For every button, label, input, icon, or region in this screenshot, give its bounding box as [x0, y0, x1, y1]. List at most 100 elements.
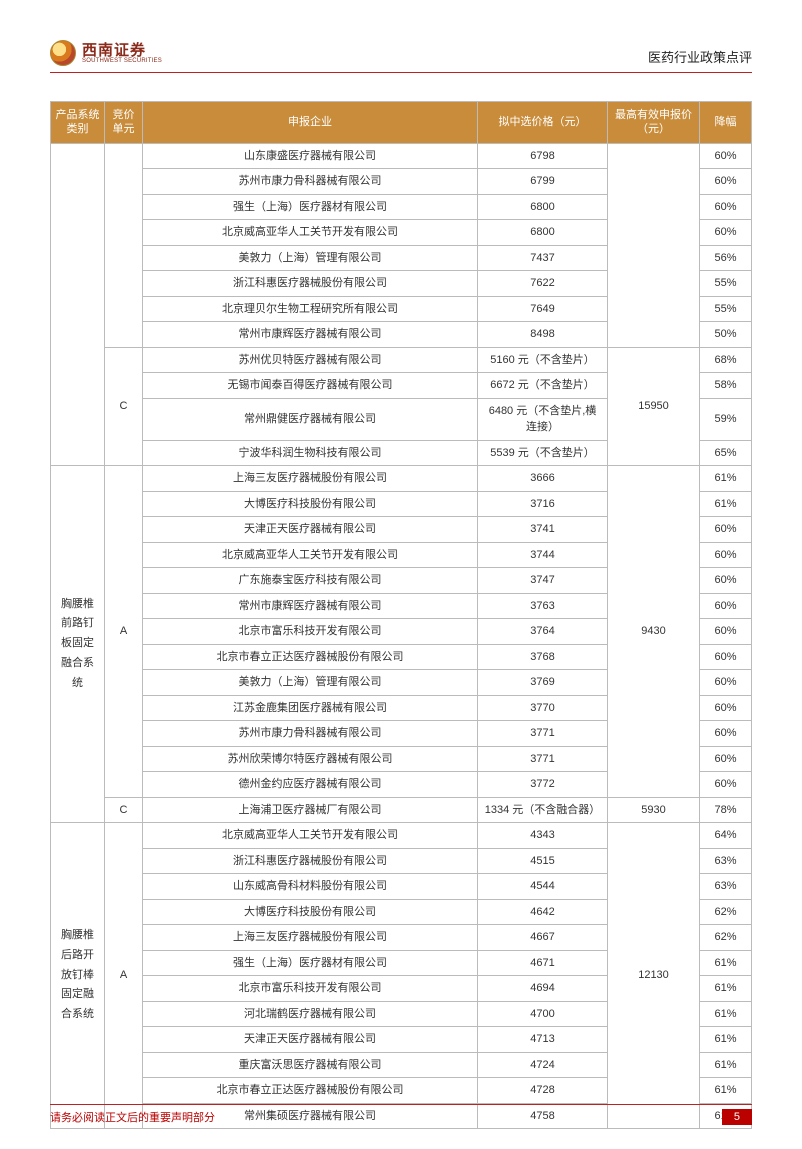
cell-price: 3716 — [478, 491, 608, 517]
cell-company: 美敦力（上海）管理有限公司 — [143, 670, 478, 696]
cell-drop: 61% — [700, 1001, 752, 1027]
cell-price: 4700 — [478, 1001, 608, 1027]
cell-drop: 60% — [700, 593, 752, 619]
cell-drop: 61% — [700, 1078, 752, 1104]
cell-company: 北京理贝尔生物工程研究所有限公司 — [143, 296, 478, 322]
cell-company: 浙江科惠医疗器械股份有限公司 — [143, 848, 478, 874]
cell-company: 江苏金鹿集团医疗器械有限公司 — [143, 695, 478, 721]
cell-company: 苏州优贝特医疗器械有限公司 — [143, 347, 478, 373]
logo-icon — [50, 40, 76, 66]
cell-company: 重庆富沃思医疗器械有限公司 — [143, 1052, 478, 1078]
cell-company: 天津正天医疗器械有限公司 — [143, 517, 478, 543]
cell-price: 1334 元（不含融合器） — [478, 797, 608, 823]
cell-price: 3741 — [478, 517, 608, 543]
cell-price: 4713 — [478, 1027, 608, 1053]
cell-price: 4724 — [478, 1052, 608, 1078]
table-row: C苏州优贝特医疗器械有限公司5160 元（不含垫片）1595068% — [51, 347, 752, 373]
footer-disclaimer: 请务必阅读正文后的重要声明部分 — [50, 1109, 215, 1125]
cell-drop: 64% — [700, 823, 752, 849]
th-price: 拟中选价格（元） — [478, 102, 608, 144]
cell-drop: 56% — [700, 245, 752, 271]
cell-drop: 61% — [700, 1052, 752, 1078]
cell-drop: 60% — [700, 517, 752, 543]
cell-company: 北京威高亚华人工关节开发有限公司 — [143, 220, 478, 246]
cell-company: 强生（上海）医疗器材有限公司 — [143, 950, 478, 976]
cell-company: 河北瑞鹤医疗器械有限公司 — [143, 1001, 478, 1027]
cell-unit — [105, 143, 143, 347]
cell-price: 3771 — [478, 721, 608, 747]
cell-price: 8498 — [478, 322, 608, 348]
cell-company: 大博医疗科技股份有限公司 — [143, 491, 478, 517]
cell-drop: 50% — [700, 322, 752, 348]
th-max-price: 最高有效申报价（元） — [608, 102, 700, 144]
cell-drop: 60% — [700, 542, 752, 568]
cell-company: 苏州市康力骨科器械有限公司 — [143, 721, 478, 747]
cell-category: 胸腰椎前路钉板固定融合系统 — [51, 466, 105, 823]
page-number-badge: 5 — [722, 1109, 752, 1125]
cell-drop: 61% — [700, 976, 752, 1002]
cell-price: 6480 元（不含垫片,横连接） — [478, 398, 608, 440]
cell-drop: 61% — [700, 950, 752, 976]
cell-drop: 60% — [700, 695, 752, 721]
cell-price: 3747 — [478, 568, 608, 594]
th-unit: 竞价单元 — [105, 102, 143, 144]
cell-price: 4343 — [478, 823, 608, 849]
cell-price: 3770 — [478, 695, 608, 721]
cell-price: 6799 — [478, 169, 608, 195]
cell-company: 苏州欣荣博尔特医疗器械有限公司 — [143, 746, 478, 772]
cell-unit: C — [105, 347, 143, 466]
cell-company: 山东康盛医疗器械有限公司 — [143, 143, 478, 169]
cell-price: 6800 — [478, 194, 608, 220]
cell-company: 上海三友医疗器械股份有限公司 — [143, 925, 478, 951]
cell-company: 北京威高亚华人工关节开发有限公司 — [143, 823, 478, 849]
cell-company: 天津正天医疗器械有限公司 — [143, 1027, 478, 1053]
page-header: 西南证券 SOUTHWEST SECURITIES 医药行业政策点评 — [50, 40, 752, 73]
table-header-row: 产品系统类别 竞价单元 申报企业 拟中选价格（元） 最高有效申报价（元） 降幅 — [51, 102, 752, 144]
cell-drop: 60% — [700, 220, 752, 246]
cell-price: 6800 — [478, 220, 608, 246]
cell-company: 北京市富乐科技开发有限公司 — [143, 619, 478, 645]
cell-company: 无锡市闻泰百得医疗器械有限公司 — [143, 373, 478, 399]
cell-company: 强生（上海）医疗器材有限公司 — [143, 194, 478, 220]
cell-drop: 58% — [700, 373, 752, 399]
cell-price: 6672 元（不含垫片） — [478, 373, 608, 399]
cell-drop: 60% — [700, 619, 752, 645]
cell-category — [51, 143, 105, 466]
brand-name-cn: 西南证券 — [82, 43, 162, 58]
cell-drop: 62% — [700, 899, 752, 925]
cell-company: 广东施泰宝医疗科技有限公司 — [143, 568, 478, 594]
cell-company: 北京市富乐科技开发有限公司 — [143, 976, 478, 1002]
cell-price: 4515 — [478, 848, 608, 874]
cell-drop: 60% — [700, 746, 752, 772]
cell-company: 宁波华科润生物科技有限公司 — [143, 440, 478, 466]
th-drop: 降幅 — [700, 102, 752, 144]
cell-price: 3772 — [478, 772, 608, 798]
cell-drop: 55% — [700, 296, 752, 322]
table-row: 胸腰椎前路钉板固定融合系统A上海三友医疗器械股份有限公司3666943061% — [51, 466, 752, 492]
cell-drop: 78% — [700, 797, 752, 823]
cell-max-price: 5930 — [608, 797, 700, 823]
cell-unit: A — [105, 466, 143, 798]
cell-drop: 63% — [700, 848, 752, 874]
cell-company: 北京市春立正达医疗器械股份有限公司 — [143, 1078, 478, 1104]
cell-price: 4667 — [478, 925, 608, 951]
cell-price: 3769 — [478, 670, 608, 696]
cell-company: 常州市康辉医疗器械有限公司 — [143, 322, 478, 348]
cell-price: 7622 — [478, 271, 608, 297]
cell-drop: 60% — [700, 772, 752, 798]
cell-max-price: 9430 — [608, 466, 700, 798]
cell-drop: 68% — [700, 347, 752, 373]
cell-price: 4671 — [478, 950, 608, 976]
table-row: 胸腰椎后路开放钉棒固定融合系统A北京威高亚华人工关节开发有限公司43431213… — [51, 823, 752, 849]
cell-company: 常州鼎健医疗器械有限公司 — [143, 398, 478, 440]
cell-price: 4694 — [478, 976, 608, 1002]
cell-category: 胸腰椎后路开放钉棒固定融合系统 — [51, 823, 105, 1129]
cell-max-price: 12130 — [608, 823, 700, 1129]
cell-price: 4642 — [478, 899, 608, 925]
cell-drop: 60% — [700, 568, 752, 594]
table-row: C上海浦卫医疗器械厂有限公司1334 元（不含融合器）593078% — [51, 797, 752, 823]
cell-drop: 62% — [700, 925, 752, 951]
cell-price: 5160 元（不含垫片） — [478, 347, 608, 373]
cell-max-price: 15950 — [608, 347, 700, 466]
cell-drop: 65% — [700, 440, 752, 466]
